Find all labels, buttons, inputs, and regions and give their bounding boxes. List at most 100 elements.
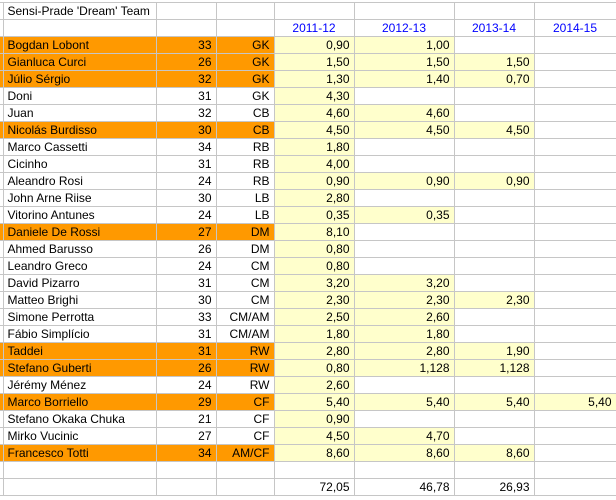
- empty-cell[interactable]: [353, 461, 455, 479]
- player-age-cell[interactable]: 32: [155, 104, 217, 122]
- value-cell-2014-15[interactable]: [533, 274, 616, 292]
- value-cell-2012-13[interactable]: [353, 189, 455, 207]
- value-cell-2013-14[interactable]: 1,128: [453, 359, 535, 377]
- player-name-cell[interactable]: Stefano Okaka Chuka: [2, 410, 157, 428]
- player-age-cell[interactable]: 31: [155, 274, 217, 292]
- value-cell-2011-12[interactable]: 0,35: [273, 206, 355, 224]
- player-age-cell[interactable]: 31: [155, 155, 217, 173]
- total-2011-12[interactable]: 72,05: [273, 478, 355, 496]
- player-age-cell[interactable]: 32: [155, 70, 217, 88]
- value-cell-2011-12[interactable]: 4,60: [273, 104, 355, 122]
- value-cell-2012-13[interactable]: 3,20: [353, 274, 455, 292]
- value-cell-2011-12[interactable]: 2,60: [273, 376, 355, 394]
- player-name-cell[interactable]: Mirko Vucinic: [2, 427, 157, 445]
- player-name-cell[interactable]: Stefano Guberti: [2, 359, 157, 377]
- value-cell-2014-15[interactable]: [533, 206, 616, 224]
- value-cell-2014-15[interactable]: [533, 376, 616, 394]
- player-age-cell[interactable]: 34: [155, 444, 217, 462]
- value-cell-2011-12[interactable]: 0,90: [273, 172, 355, 190]
- player-age-cell[interactable]: 30: [155, 121, 217, 139]
- empty-cell[interactable]: [155, 461, 217, 479]
- season-header-2014-15[interactable]: 2014-15: [533, 19, 616, 37]
- value-cell-2013-14[interactable]: [453, 36, 535, 54]
- empty-cell[interactable]: [2, 19, 157, 37]
- value-cell-2012-13[interactable]: [353, 376, 455, 394]
- player-position-cell[interactable]: GK: [215, 36, 275, 54]
- player-age-cell[interactable]: 33: [155, 308, 217, 326]
- value-cell-2013-14[interactable]: [453, 240, 535, 258]
- player-position-cell[interactable]: LB: [215, 206, 275, 224]
- value-cell-2012-13[interactable]: 5,40: [353, 393, 455, 411]
- player-position-cell[interactable]: DM: [215, 240, 275, 258]
- empty-cell[interactable]: [2, 461, 157, 479]
- player-position-cell[interactable]: CB: [215, 104, 275, 122]
- player-name-cell[interactable]: Marco Borriello: [2, 393, 157, 411]
- value-cell-2011-12[interactable]: 4,30: [273, 87, 355, 105]
- value-cell-2012-13[interactable]: 4,50: [353, 121, 455, 139]
- value-cell-2013-14[interactable]: [453, 138, 535, 156]
- value-cell-2014-15[interactable]: [533, 444, 616, 462]
- value-cell-2014-15[interactable]: [533, 359, 616, 377]
- value-cell-2014-15[interactable]: [533, 189, 616, 207]
- player-position-cell[interactable]: CF: [215, 410, 275, 428]
- value-cell-2011-12[interactable]: 0,80: [273, 257, 355, 275]
- empty-cell[interactable]: [273, 2, 355, 20]
- value-cell-2013-14[interactable]: 4,50: [453, 121, 535, 139]
- value-cell-2012-13[interactable]: [353, 223, 455, 241]
- value-cell-2012-13[interactable]: 0,35: [353, 206, 455, 224]
- value-cell-2011-12[interactable]: 1,50: [273, 53, 355, 71]
- value-cell-2014-15[interactable]: [533, 121, 616, 139]
- empty-cell[interactable]: [215, 19, 275, 37]
- player-name-cell[interactable]: Juan: [2, 104, 157, 122]
- value-cell-2012-13[interactable]: 8,60: [353, 444, 455, 462]
- player-name-cell[interactable]: Gianluca Curci: [2, 53, 157, 71]
- value-cell-2012-13[interactable]: 4,60: [353, 104, 455, 122]
- season-header-2013-14[interactable]: 2013-14: [453, 19, 535, 37]
- value-cell-2013-14[interactable]: [453, 308, 535, 326]
- value-cell-2014-15[interactable]: [533, 172, 616, 190]
- player-position-cell[interactable]: RW: [215, 342, 275, 360]
- value-cell-2014-15[interactable]: [533, 410, 616, 428]
- player-position-cell[interactable]: GK: [215, 87, 275, 105]
- value-cell-2014-15[interactable]: [533, 155, 616, 173]
- player-age-cell[interactable]: 34: [155, 138, 217, 156]
- player-position-cell[interactable]: DM: [215, 223, 275, 241]
- value-cell-2011-12[interactable]: 1,80: [273, 138, 355, 156]
- value-cell-2014-15[interactable]: [533, 291, 616, 309]
- player-position-cell[interactable]: RW: [215, 376, 275, 394]
- value-cell-2011-12[interactable]: 3,20: [273, 274, 355, 292]
- player-name-cell[interactable]: John Arne Riise: [2, 189, 157, 207]
- player-position-cell[interactable]: LB: [215, 189, 275, 207]
- value-cell-2014-15[interactable]: [533, 70, 616, 88]
- player-name-cell[interactable]: Nicolás Burdisso: [2, 121, 157, 139]
- player-name-cell[interactable]: Jérémy Ménez: [2, 376, 157, 394]
- value-cell-2014-15[interactable]: [533, 308, 616, 326]
- value-cell-2013-14[interactable]: 0,90: [453, 172, 535, 190]
- season-header-2011-12[interactable]: 2011-12: [273, 19, 355, 37]
- value-cell-2012-13[interactable]: [353, 87, 455, 105]
- player-position-cell[interactable]: GK: [215, 70, 275, 88]
- value-cell-2011-12[interactable]: 2,50: [273, 308, 355, 326]
- player-age-cell[interactable]: 26: [155, 240, 217, 258]
- value-cell-2014-15[interactable]: [533, 342, 616, 360]
- value-cell-2012-13[interactable]: 1,40: [353, 70, 455, 88]
- player-age-cell[interactable]: 26: [155, 359, 217, 377]
- value-cell-2012-13[interactable]: 2,80: [353, 342, 455, 360]
- player-name-cell[interactable]: Cicinho: [2, 155, 157, 173]
- player-age-cell[interactable]: 31: [155, 325, 217, 343]
- empty-cell[interactable]: [353, 2, 455, 20]
- value-cell-2013-14[interactable]: 1,90: [453, 342, 535, 360]
- value-cell-2011-12[interactable]: 8,60: [273, 444, 355, 462]
- player-age-cell[interactable]: 33: [155, 36, 217, 54]
- value-cell-2013-14[interactable]: 2,30: [453, 291, 535, 309]
- total-2012-13[interactable]: 46,78: [353, 478, 455, 496]
- value-cell-2013-14[interactable]: [453, 223, 535, 241]
- player-age-cell[interactable]: 26: [155, 53, 217, 71]
- value-cell-2012-13[interactable]: 2,60: [353, 308, 455, 326]
- player-name-cell[interactable]: Simone Perrotta: [2, 308, 157, 326]
- value-cell-2011-12[interactable]: 4,50: [273, 121, 355, 139]
- player-age-cell[interactable]: 31: [155, 342, 217, 360]
- player-age-cell[interactable]: 24: [155, 172, 217, 190]
- player-position-cell[interactable]: CB: [215, 121, 275, 139]
- value-cell-2012-13[interactable]: [353, 155, 455, 173]
